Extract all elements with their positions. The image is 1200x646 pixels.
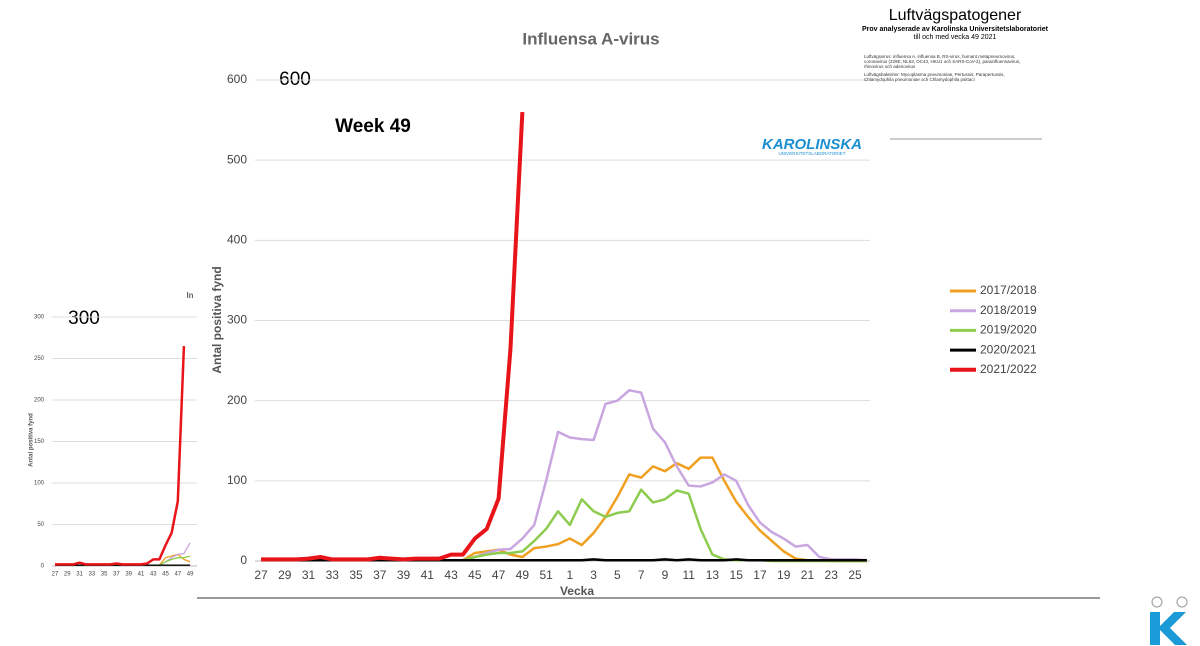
annotation: Week 48 [54,261,130,282]
chart: In Antal positiva fynd Week 48 300 0 50 100 150… [29,261,197,578]
x-tick-label: 37 [373,568,387,582]
y-tick-label: 0 [240,553,247,567]
x-tick-label: 13 [706,568,720,582]
y-tick-label: 500 [227,152,247,166]
series-line [261,111,525,562]
x-tick-label: 17 [753,568,767,582]
x-tick-label: 27 [254,568,268,582]
x-tick-label: 33 [326,568,340,582]
x-tick-label: 41 [421,568,435,582]
x-tick-label: 31 [302,568,316,582]
y-tick-label: 0 [41,564,45,570]
chart-title: In [186,291,193,300]
x-tick-label: 51 [539,568,553,582]
logo-subtext: UNIVERSITETSLABORATORIET [778,151,845,156]
y-axis-label: Antal positiva fynd [210,266,224,373]
y-tick-label: 300 [34,315,45,321]
series-line [55,542,191,566]
x-tick-label: 3 [590,568,597,582]
series-line [261,488,867,563]
y-tick-label: 200 [227,393,247,407]
x-tick-label: 9 [662,568,669,582]
legend-label: 2019/2020 [980,323,1037,337]
x-tick-label: 49 [516,568,530,582]
x-tick-label: 47 [492,568,506,582]
legend-label: 2018/2019 [980,303,1037,317]
y-tick-label: 300 [227,313,247,327]
x-tick-label: 49 [187,572,194,578]
chart-title: Influensa A-virus [522,29,659,48]
x-tick-label: 29 [64,572,71,578]
y-tick-label: 250 [34,356,45,362]
x-tick-label: 35 [349,568,363,582]
x-tick-label: 19 [777,568,791,582]
header-title: Luftvägspatogener [888,7,1022,24]
y-tick-label: 400 [227,233,247,247]
chart: Influensa A-virus Antal positiva fynd Veck… [210,29,1037,598]
x-tick-label: 43 [150,572,157,578]
x-tick-label: 21 [801,568,815,582]
x-tick-label: 11 [682,568,695,582]
x-tick-label: 29 [278,568,292,582]
legend-label: 2021/2022 [980,362,1037,376]
x-tick-label: 37 [113,572,120,578]
x-tick-label: 5 [614,568,621,582]
annotation: Week 49 [335,116,411,137]
series-line [55,346,186,566]
x-tick-label: 43 [444,568,458,582]
x-tick-label: 39 [125,572,132,578]
x-tick-label: 39 [397,568,411,582]
x-tick-label: 45 [162,572,169,578]
header-note: Luftvägsbakterier: Mycoplasma pneumoniae… [864,72,1005,82]
x-tick-label: 33 [88,572,95,578]
x-tick-label: 23 [825,568,839,582]
series-line [261,456,867,563]
x-tick-label: 35 [101,572,108,578]
x-tick-label: 7 [638,568,645,582]
legend-label: 2020/2021 [980,342,1037,356]
header-subtitle: Prov analyserade av Karolinska Universit… [862,26,1048,33]
y-tick-label: 100 [227,473,247,487]
x-tick-label: 41 [138,572,145,578]
x-tick-label: 45 [468,568,482,582]
x-tick-label: 25 [848,568,862,582]
legend-label: 2017/2018 [980,283,1037,297]
x-tick-label: 1 [567,568,574,582]
x-axis-label: Vecka [560,584,594,598]
x-tick-label: 47 [174,572,181,578]
x-tick-label: 31 [76,572,83,578]
header-subtitle-2: till och med vecka 49 2021 [913,34,997,41]
k-logo [1150,596,1188,645]
y-tick-label: 600 [227,72,247,86]
y-tick-label: 200 [34,398,45,404]
x-tick-label: 15 [730,568,744,582]
header-note: Luftvägsvirus: influensa A, influensa B,… [864,54,1021,69]
y-tick-label: 150 [34,439,45,445]
y-axis-label: Antal positiva fynd [29,413,35,467]
annotation: 300 [68,308,100,329]
logo-text: KAROLINSKA [762,136,862,153]
series-line [261,389,867,562]
x-tick-label: 27 [52,572,59,578]
y-tick-label: 100 [34,481,45,487]
y-tick-label: 50 [37,522,44,528]
